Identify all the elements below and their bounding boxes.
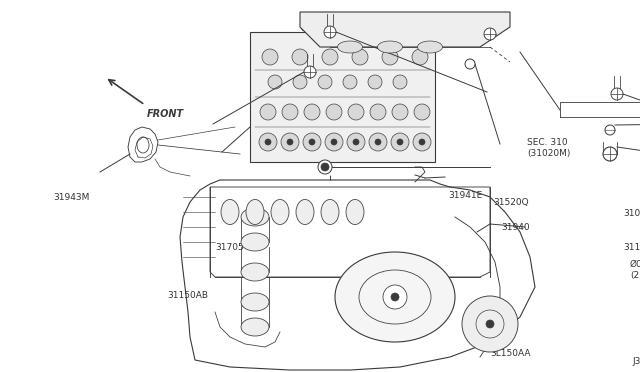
Circle shape [611,88,623,100]
Circle shape [262,49,278,65]
Ellipse shape [337,41,362,53]
Ellipse shape [321,199,339,224]
Circle shape [293,75,307,89]
Ellipse shape [221,199,239,224]
Circle shape [465,59,475,69]
Circle shape [321,163,329,171]
Circle shape [325,133,343,151]
Circle shape [353,139,359,145]
Circle shape [413,133,431,151]
Circle shape [287,139,293,145]
Text: 31520Q: 31520Q [493,198,529,206]
Circle shape [484,28,496,40]
Polygon shape [300,12,510,47]
Text: 31150A: 31150A [623,244,640,253]
Circle shape [375,139,381,145]
Circle shape [331,139,337,145]
Text: Ø081A0-6121A
(2): Ø081A0-6121A (2) [630,260,640,280]
Text: J31701AM: J31701AM [632,357,640,366]
Text: FRONT: FRONT [147,109,184,119]
Ellipse shape [378,41,403,53]
Circle shape [603,147,617,161]
Circle shape [282,104,298,120]
Circle shape [304,66,316,78]
Circle shape [391,133,409,151]
Circle shape [383,285,407,309]
Circle shape [318,75,332,89]
Circle shape [265,139,271,145]
Circle shape [414,104,430,120]
Ellipse shape [246,199,264,224]
Text: 31940: 31940 [501,224,530,232]
Bar [250,32,435,162]
Circle shape [486,320,494,328]
Circle shape [343,75,357,89]
Text: SEC. 310
(31020M): SEC. 310 (31020M) [527,138,570,158]
Text: 31705: 31705 [215,244,244,253]
Circle shape [392,104,408,120]
Text: 31069R: 31069R [623,208,640,218]
Circle shape [382,49,398,65]
Circle shape [412,49,428,65]
Ellipse shape [296,199,314,224]
Circle shape [309,139,315,145]
Circle shape [259,133,277,151]
Circle shape [318,160,332,174]
Ellipse shape [241,318,269,336]
Circle shape [292,49,308,65]
Circle shape [397,139,403,145]
Circle shape [352,49,368,65]
Text: 31943M: 31943M [53,193,90,202]
Circle shape [268,75,282,89]
Circle shape [281,133,299,151]
Circle shape [393,75,407,89]
Text: 31150AB: 31150AB [167,291,208,299]
Circle shape [391,293,399,301]
Circle shape [260,104,276,120]
Circle shape [326,104,342,120]
Ellipse shape [271,199,289,224]
Ellipse shape [241,263,269,281]
Ellipse shape [241,293,269,311]
Text: 31941E: 31941E [448,190,483,199]
Circle shape [605,125,615,135]
Text: 3L150AA: 3L150AA [490,349,531,357]
Circle shape [370,104,386,120]
Circle shape [322,49,338,65]
Circle shape [368,75,382,89]
Circle shape [303,133,321,151]
Circle shape [304,104,320,120]
Ellipse shape [346,199,364,224]
Circle shape [369,133,387,151]
Ellipse shape [241,233,269,251]
Circle shape [324,26,336,38]
Circle shape [348,104,364,120]
Ellipse shape [335,252,455,342]
Circle shape [347,133,365,151]
Circle shape [462,296,518,352]
Ellipse shape [241,208,269,226]
Ellipse shape [417,41,442,53]
Circle shape [419,139,425,145]
